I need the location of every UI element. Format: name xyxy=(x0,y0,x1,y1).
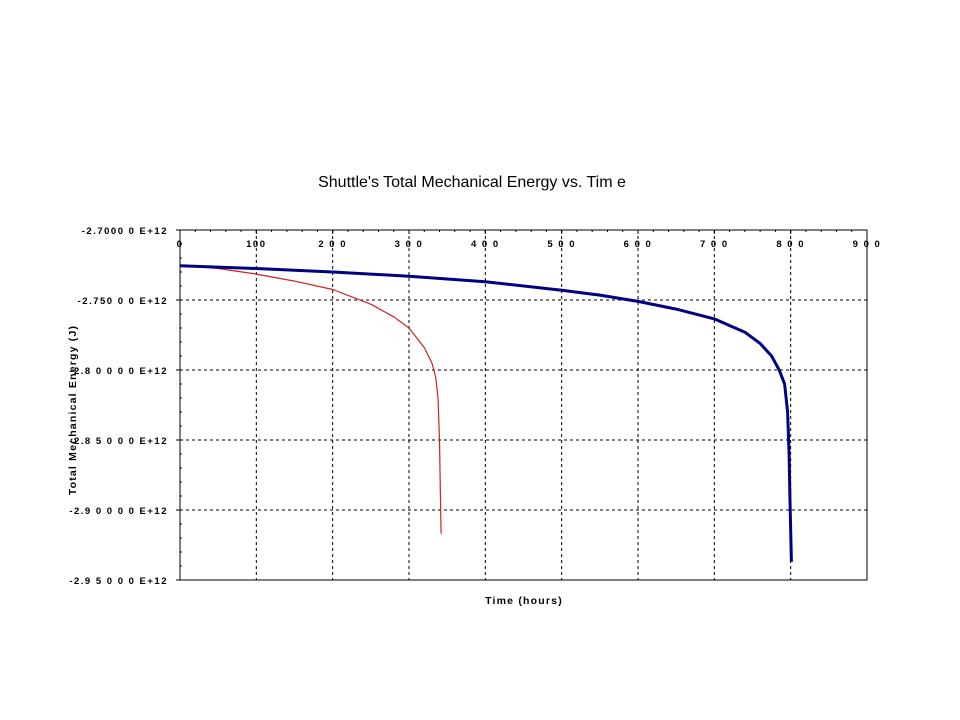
y-tick-label: -2.750 0 0 E+12 xyxy=(78,296,168,307)
y-tick-label: -2.8 0 0 0 0 E+12 xyxy=(69,366,168,377)
x-tick-label: 3 0 0 xyxy=(395,239,424,250)
x-tick-label: 0 xyxy=(177,239,184,250)
chart-title: Shuttle's Total Mechanical Energy vs. Ti… xyxy=(318,174,626,191)
x-axis: 0 100 2 0 0 3 0 0 4 0 0 5 0 0 6 0 0 7 0 0 8 0 0 9… xyxy=(177,230,882,250)
series-line-1 xyxy=(179,264,442,534)
x-tick-label: 9 0 0 xyxy=(853,239,882,250)
y-tick-label: -2.8 5 0 0 0 E+12 xyxy=(69,436,168,447)
grid-lines xyxy=(180,230,867,580)
x-tick-label: 4 0 0 xyxy=(471,239,500,250)
x-tick-label: 2 0 0 xyxy=(318,239,347,250)
series-lines xyxy=(179,264,793,562)
series-line-2 xyxy=(179,264,793,562)
y-axis: -2.7000 0 E+12 -2.750 0 0 E+12 -2.8 0 0 0 … xyxy=(69,226,182,587)
x-tick-label: 8 0 0 xyxy=(776,239,805,250)
x-axis-label: Time (hours) xyxy=(485,595,563,607)
x-tick-label: 100 xyxy=(246,239,266,250)
y-axis-label: Total Mechanical Energy (J) xyxy=(67,325,79,496)
y-tick-label: -2.7000 0 E+12 xyxy=(82,226,168,237)
x-tick-label: 5 0 0 xyxy=(547,239,576,250)
y-tick-label: -2.9 0 0 0 0 E+12 xyxy=(69,506,168,517)
plot-area xyxy=(179,229,868,581)
x-tick-label: 7 0 0 xyxy=(700,239,729,250)
x-tick-label: 6 0 0 xyxy=(624,239,653,250)
y-tick-label: -2.9 5 0 0 0 E+12 xyxy=(69,576,168,587)
